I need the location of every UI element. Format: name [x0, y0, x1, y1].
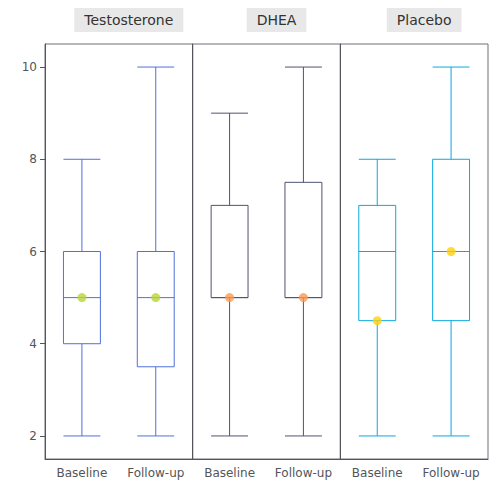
- svg-text:DHEA: DHEA: [257, 12, 297, 28]
- svg-text:Placebo: Placebo: [397, 12, 452, 28]
- svg-text:Follow-up: Follow-up: [275, 466, 332, 480]
- svg-text:Baseline: Baseline: [56, 466, 107, 480]
- svg-text:Baseline: Baseline: [204, 466, 255, 480]
- svg-text:8: 8: [29, 152, 37, 166]
- svg-text:2: 2: [29, 429, 37, 443]
- svg-text:10: 10: [22, 60, 37, 74]
- svg-text:Testosterone: Testosterone: [83, 12, 173, 28]
- svg-text:Follow-up: Follow-up: [127, 466, 184, 480]
- svg-text:6: 6: [29, 245, 37, 259]
- svg-text:4: 4: [29, 337, 37, 351]
- svg-text:Follow-up: Follow-up: [422, 466, 479, 480]
- svg-text:Baseline: Baseline: [352, 466, 403, 480]
